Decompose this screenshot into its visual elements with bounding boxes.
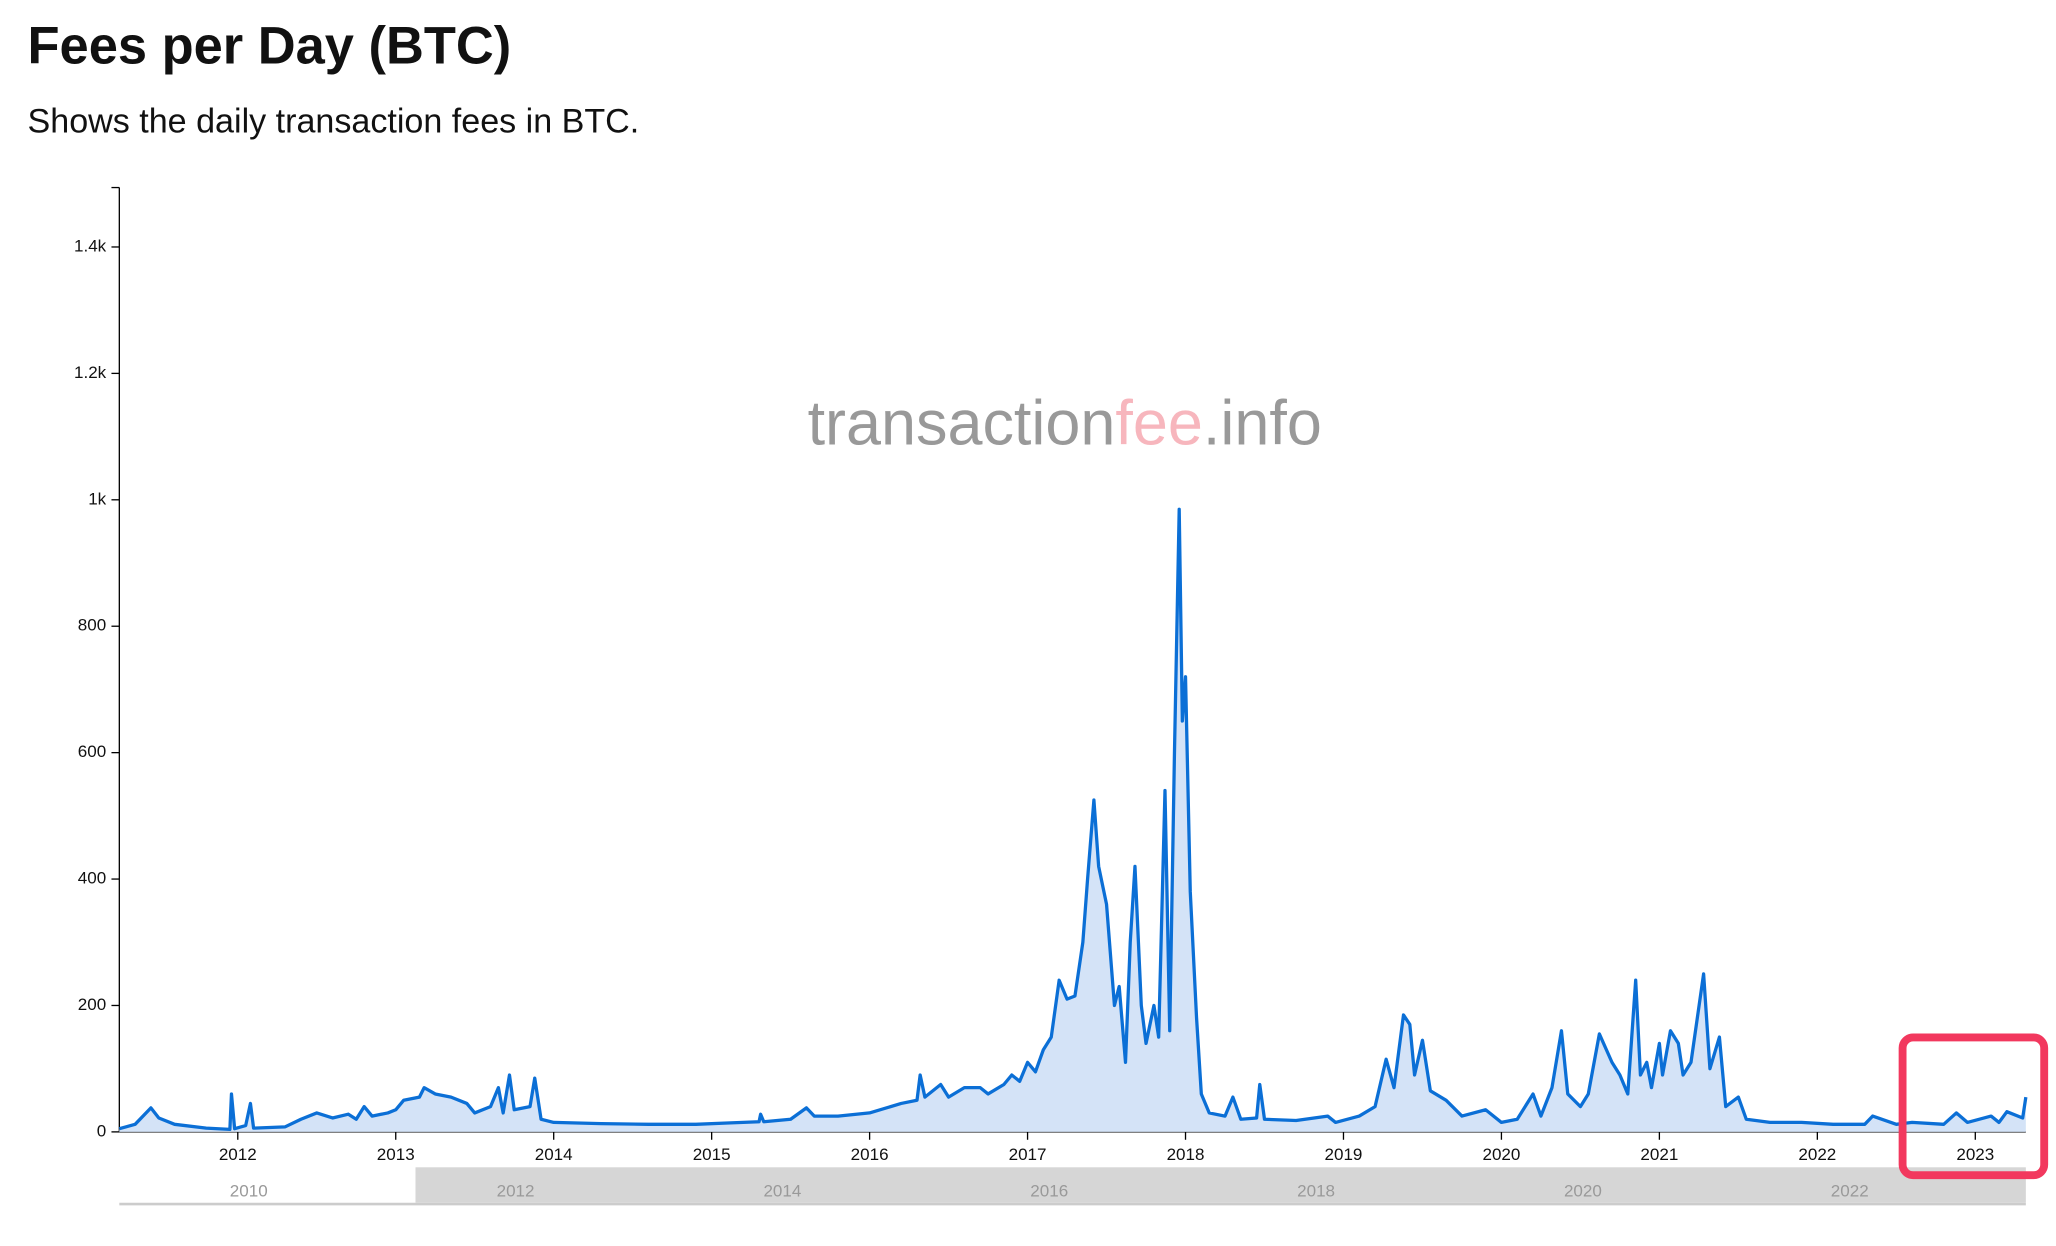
navigator-selection [415, 1167, 2026, 1203]
highlight-box [1898, 1033, 2049, 1180]
x-tick-label: 2012 [219, 1145, 257, 1164]
watermark-part: .info [1203, 388, 1322, 458]
y-tick-label: 1k [88, 489, 106, 508]
watermark-part: fee [1115, 388, 1202, 458]
x-tick-label: 2013 [377, 1145, 415, 1164]
x-tick-label: 2016 [851, 1145, 889, 1164]
x-tick-label: 2019 [1325, 1145, 1363, 1164]
navigator-label: 2020 [1564, 1182, 1602, 1201]
y-tick-label: 600 [78, 742, 106, 761]
y-tick-label: 200 [78, 995, 106, 1014]
x-tick-label: 2020 [1482, 1145, 1520, 1164]
navigator-label: 2014 [763, 1182, 801, 1201]
y-tick-label: 400 [78, 869, 106, 888]
y-tick-label: 0 [97, 1121, 106, 1140]
navigator-label: 2022 [1831, 1182, 1869, 1201]
y-tick-label: 1.4k [74, 236, 107, 255]
navigator-label: 2012 [497, 1182, 535, 1201]
plot-area: 0 200 400 600 800 1k 1.2k 1.4k 2012 2013 2014 2015 2… [74, 186, 2028, 1206]
navigator-label: 2016 [1030, 1182, 1068, 1201]
x-tick-label: 2014 [535, 1145, 573, 1164]
navigator-label: 2010 [230, 1182, 268, 1201]
area [119, 509, 2026, 1132]
x-tick-label: 2017 [1009, 1145, 1047, 1164]
line [118, 507, 2028, 1132]
x-tick-label: 2023 [1956, 1145, 1994, 1164]
x-tick-label: 2018 [1167, 1145, 1205, 1164]
chart-subtitle: Shows the daily transaction fees in BTC. [28, 102, 640, 140]
y-tick-label: 800 [78, 616, 106, 635]
watermark-part: transaction [808, 388, 1116, 458]
chart-title: Fees per Day (BTC) [28, 18, 512, 76]
x-tick-label: 2021 [1640, 1145, 1678, 1164]
x-tick-label: 2015 [693, 1145, 731, 1164]
navigator-label: 2018 [1297, 1182, 1335, 1201]
y-tick-label: 1.2k [74, 363, 107, 382]
x-tick-label: 2022 [1798, 1145, 1836, 1164]
watermark: transactionfee.info [808, 388, 1322, 458]
